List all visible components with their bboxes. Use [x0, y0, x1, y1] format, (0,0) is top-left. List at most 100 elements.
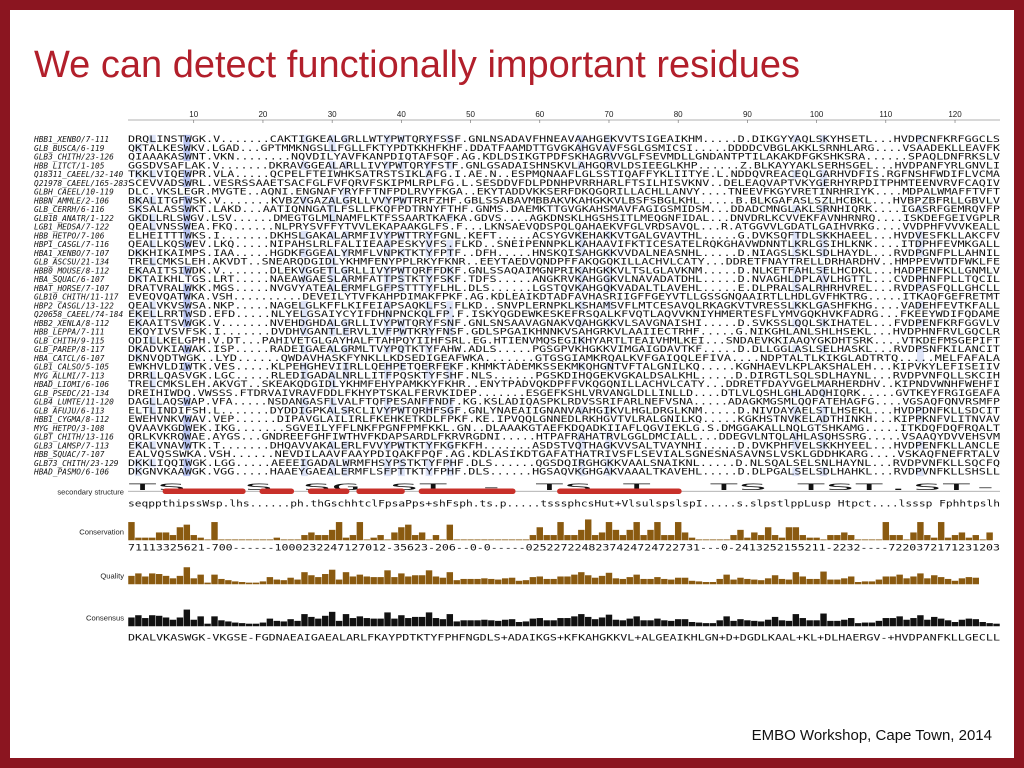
conservation-bar [882, 522, 890, 541]
sequence-name: Q21978_CAEEL/165-283 [34, 179, 128, 188]
sequence-row: QRLKVKRQWAE.AYGS...GNDREEFGHFIWTHVFKDAPS… [128, 433, 1000, 443]
conservation-bar [924, 535, 931, 541]
residue-highlight [342, 441, 350, 450]
residue-highlight [577, 231, 585, 240]
quality-bar [308, 575, 315, 585]
consensus-bar [294, 620, 301, 627]
quality-bar [322, 574, 329, 585]
quality-bar [688, 580, 696, 585]
residue-highlight [342, 283, 350, 293]
consensus-bar [785, 620, 793, 627]
sequence-name: GLBT_CHITH/13-116 [34, 433, 114, 442]
conservation-bar [951, 535, 959, 541]
quality-bar [411, 575, 419, 585]
sequence-name: HBP1_CASGL/7-116 [33, 240, 109, 249]
quality-bar [730, 579, 737, 585]
conservation-bar [778, 537, 786, 541]
quality-bar [370, 577, 377, 585]
residue-highlight [183, 458, 191, 468]
residue-highlight [792, 134, 800, 144]
residue-highlight [820, 301, 827, 310]
residue-highlight [134, 274, 142, 284]
conservation-bar [190, 535, 197, 541]
consensus-bar [564, 618, 571, 627]
residue-highlight [605, 143, 613, 153]
residue-highlight [342, 344, 350, 354]
residue-highlight [820, 283, 827, 293]
consensus-bar [308, 616, 315, 627]
conservation-label: Conservation [79, 527, 124, 536]
consensus-sequence: seqppthipssWsp.lhs......ph.thGschhtclFps… [128, 499, 1000, 509]
residue-highlight [342, 248, 350, 258]
sequence-row: EKAAITSIWDK.V.......DLEKVGGETLGRLLIVYPWT… [128, 266, 1000, 276]
residue-highlight [384, 458, 391, 468]
consensus-bar [937, 618, 945, 627]
residue-highlight [384, 231, 391, 240]
residue-highlight [134, 213, 142, 223]
conservation-bar [564, 535, 571, 541]
helix-bar [356, 488, 405, 495]
conservation-bar [155, 532, 163, 541]
consensus-bar [162, 617, 170, 627]
residue-highlight [820, 266, 827, 275]
quality-bar [571, 574, 578, 585]
sequence-name: GLB10_CHITH/11-117 [34, 293, 119, 302]
conservation-bar [626, 529, 633, 541]
conservation-bar [598, 532, 606, 541]
residue-highlight [916, 344, 924, 354]
quality-bar [481, 578, 488, 585]
residue-highlight [183, 292, 191, 302]
ruler-tick-label: 20 [258, 110, 267, 119]
sequence-name: HBB_HETPO/7-106 [33, 231, 105, 240]
quality-bar [232, 581, 239, 585]
consensus-bar [536, 618, 543, 627]
residue-highlight [134, 309, 142, 319]
quality-bar [211, 574, 218, 585]
consensus-bar [149, 615, 156, 627]
residue-highlight [577, 248, 585, 258]
residue-highlight [328, 161, 336, 170]
quality-bar [529, 577, 537, 585]
conservation-bar [702, 539, 710, 541]
residue-highlight [820, 169, 827, 179]
residue-highlight [384, 318, 391, 328]
residue-highlight [384, 134, 391, 144]
residue-highlight [397, 274, 405, 284]
conservation-bar [972, 535, 979, 541]
consensus-bar [758, 621, 765, 627]
residue-highlight [148, 222, 156, 232]
residue-highlight [148, 301, 156, 310]
residue-highlight [183, 467, 191, 477]
residue-highlight [397, 266, 405, 275]
residue-highlight [446, 406, 454, 415]
residue-highlight [148, 257, 156, 267]
residue-highlight [301, 467, 308, 477]
residue-highlight [792, 248, 800, 258]
residue-highlight [328, 196, 336, 205]
residue-highlight [384, 467, 391, 477]
quality-label: Quality [100, 571, 124, 580]
residue-highlight [446, 161, 454, 170]
quality-bar [702, 582, 710, 585]
residue-highlight [605, 134, 613, 144]
conservation-bar [827, 535, 834, 541]
residue-highlight [328, 458, 336, 468]
ruler-tick-label: 10 [189, 110, 198, 119]
residue-highlight [342, 187, 350, 197]
residue-highlight [916, 283, 924, 293]
conservation-bar [875, 539, 883, 541]
residue-highlight [328, 134, 336, 144]
sequence-name: GLB1B_ANATR/1-122 [34, 214, 114, 223]
residue-highlight [916, 204, 924, 214]
consensus-bar [322, 615, 329, 627]
residue-highlight [148, 134, 156, 144]
residue-highlight [328, 397, 336, 407]
ruler-tick-label: 40 [397, 110, 406, 119]
consensus-bar [591, 619, 599, 627]
conservation-bar [965, 537, 973, 541]
conservation-bar [654, 522, 661, 541]
sequence-name: GLB_PSEDC/21-134 [34, 389, 109, 398]
quality-bar [550, 578, 557, 585]
sequence-row: QKTALKESWKV.LGAD...GPTMMKNGSLLFGLLFKTYPD… [128, 144, 1001, 154]
helix-bar [162, 488, 246, 495]
